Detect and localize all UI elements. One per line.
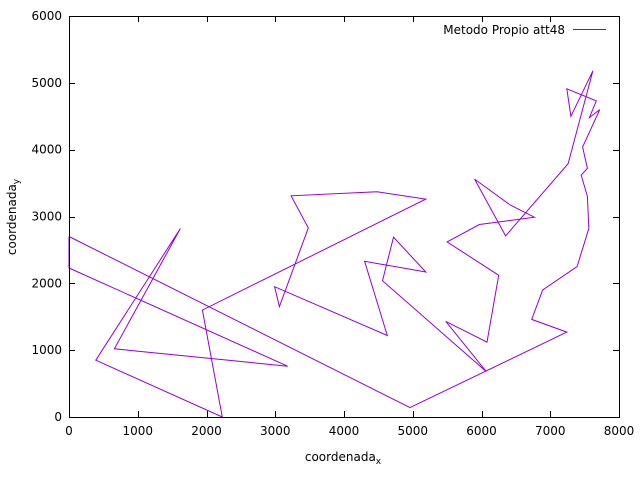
x-tick-label: 4000 xyxy=(329,424,360,438)
y-tick-label: 6000 xyxy=(31,9,62,23)
x-tick-label: 6000 xyxy=(466,424,497,438)
legend: Metodo Propio att48 xyxy=(443,23,606,37)
x-tick-label: 5000 xyxy=(397,424,428,438)
y-tick-label: 1000 xyxy=(31,343,62,357)
series-line xyxy=(68,70,601,418)
y-tick-label: 3000 xyxy=(31,210,62,224)
x-tick-label: 2000 xyxy=(191,424,222,438)
x-tick-label: 3000 xyxy=(260,424,291,438)
y-tick-label: 5000 xyxy=(31,76,62,90)
x-tick-label: 7000 xyxy=(535,424,566,438)
series-layer xyxy=(68,70,601,418)
y-tick-label: 0 xyxy=(54,410,62,424)
y-tick-label: 2000 xyxy=(31,276,62,290)
tick-labels: 0 1000 2000 3000 4000 5000 6000 7000 8000 0 1000 20… xyxy=(31,9,634,438)
x-tick-label: 8000 xyxy=(604,424,635,438)
legend-label: Metodo Propio att48 xyxy=(443,23,565,37)
x-tick-label: 1000 xyxy=(122,424,153,438)
plot-frame xyxy=(69,16,620,418)
tick-marks xyxy=(69,16,620,418)
y-tick-label: 4000 xyxy=(31,143,62,157)
x-tick-label: 0 xyxy=(65,424,73,438)
y-axis-label: coordenaday xyxy=(5,178,22,255)
x-axis-label: coordenadax xyxy=(305,450,382,467)
